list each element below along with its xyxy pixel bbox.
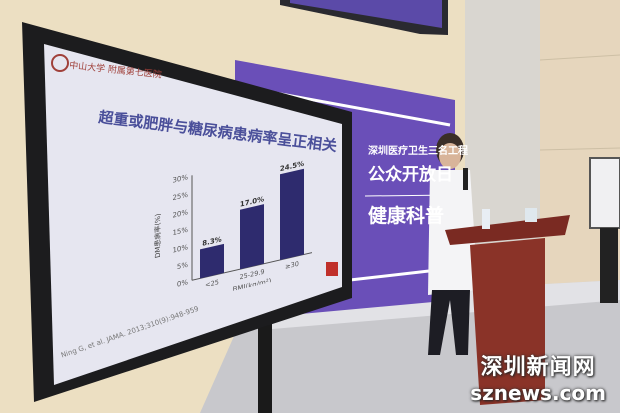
bar: [280, 168, 304, 260]
y-tick-label: 30%: [172, 172, 188, 185]
speaker-trousers: [428, 290, 470, 355]
microphone: [463, 168, 468, 190]
cup: [525, 208, 537, 222]
water-bottle: [482, 209, 490, 229]
backdrop-line1: 深圳医疗卫生三名工程: [368, 146, 468, 157]
slide-seal-emblem: [326, 262, 338, 276]
y-axis-label: DM患病率(%): [153, 212, 162, 259]
y-tick-label: 10%: [172, 242, 188, 255]
bar: [200, 243, 224, 279]
speaker-face: [439, 143, 461, 169]
data-label: 8.3%: [202, 234, 221, 247]
watermark-cn: 深圳新闻网: [480, 355, 596, 380]
display-monitor-screen: [44, 44, 342, 385]
side-monitor: [589, 157, 620, 229]
university-logo-icon: [51, 54, 69, 72]
backdrop-line2: 公众开放日: [368, 165, 453, 185]
bar: [240, 204, 264, 270]
watermark-url: sznews.com: [470, 381, 606, 405]
x-tick-label: <25: [205, 278, 219, 289]
backdrop-stripe: [269, 90, 451, 127]
y-tick-label: 25%: [172, 190, 188, 203]
monitor-stand: [258, 300, 272, 413]
y-tick-label: 15%: [172, 225, 188, 238]
wall-seam: [539, 147, 620, 151]
bmi-dm-bar-chart: 0%5%10%15%20%25%30%DM患病率(%) 8.3%<2517.0%2…: [153, 159, 312, 294]
podium-top: [445, 215, 570, 245]
side-monitor-stand: [600, 228, 618, 303]
overhead-screen-display: [290, 0, 442, 28]
news-watermark: 深圳新闻网 sznews.com: [470, 349, 606, 405]
wall-seam: [539, 54, 620, 61]
podium-body: [470, 238, 545, 405]
y-tick-label: 20%: [172, 207, 188, 220]
y-tick-label: 5%: [177, 260, 188, 272]
x-tick-label: ≥30: [285, 260, 299, 271]
backdrop-line3: 健康科普: [368, 205, 445, 227]
y-tick-label: 0%: [177, 277, 188, 289]
